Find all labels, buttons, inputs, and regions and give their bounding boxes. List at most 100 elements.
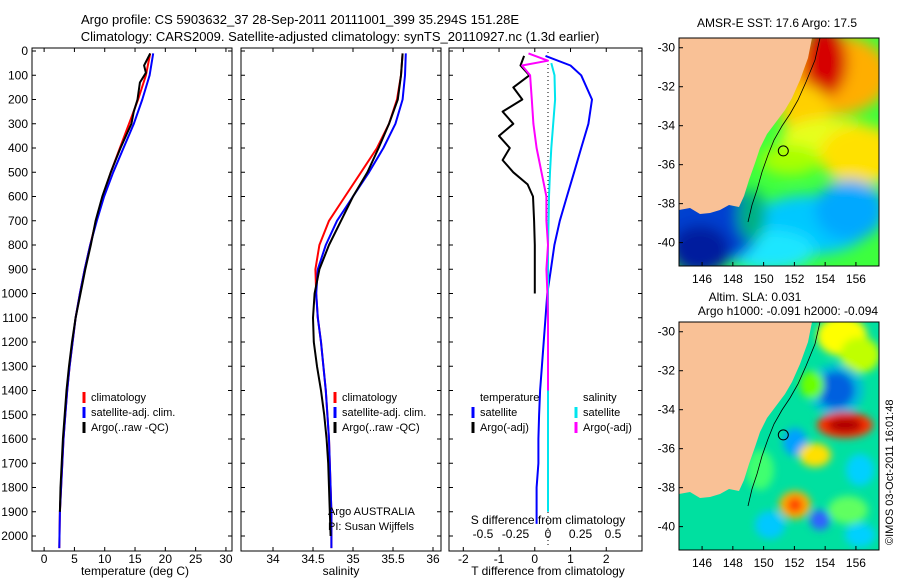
lon-tick-label: 150 (754, 272, 774, 286)
s-tick-label: -0.5 (473, 527, 494, 541)
depth-tick-label: 1900 (1, 505, 28, 519)
lon-tick-label: 148 (723, 272, 743, 286)
depth-tick-label: 1600 (1, 432, 28, 446)
series-line-1 (535, 54, 593, 524)
legend-label: Argo(..raw -QC) (91, 422, 169, 434)
header-line-1: Argo profile: CS 5903632_37 28-Sep-2011 … (81, 12, 519, 27)
difference-profiles (498, 52, 593, 524)
t-difference-axis-ticks: -2 -1 0 1 2 (458, 48, 610, 566)
lon-tick-label: 154 (815, 272, 835, 286)
lon-tick-label: 152 (784, 556, 804, 570)
lat-tick-label: -34 (658, 119, 676, 133)
lon-tick-label: 146 (692, 556, 712, 570)
legend-label: climatology (91, 392, 147, 404)
pi-label: PI: Susan Wijffels (328, 521, 414, 533)
sla-map-subtitle: Argo h1000: -0.091 h2000: -0.094 (698, 304, 878, 318)
sst-land (679, 38, 812, 214)
difference-panel: -2 -1 0 1 2 -0.5 -0.25 0 0.25 0.5 temperaturesat… (448, 47, 643, 578)
legend-label: satellite-adj. clim. (91, 407, 175, 419)
x-tick-label: 30 (219, 552, 233, 566)
depth-tick-label: 700 (8, 214, 28, 228)
s-tick-label: 0 (545, 527, 552, 541)
lat-tick-label: -40 (658, 236, 676, 250)
legend-label: satellite (480, 407, 517, 419)
depth-tick-label: 1700 (1, 456, 28, 470)
s-tick-label: 0.25 (569, 527, 593, 541)
salinity-profiles (312, 53, 407, 549)
sla-map-title: Altim. SLA: 0.031 (709, 290, 802, 304)
x-tick-label: 35.5 (381, 552, 405, 566)
x-tick-label: 5 (71, 552, 78, 566)
lat-tick-label: -40 (658, 520, 676, 534)
argo-australia-label: Argo AUSTRALIA (328, 506, 415, 518)
lat-tick-label: -36 (658, 442, 676, 456)
depth-tick-label: 500 (8, 165, 28, 179)
sst-map-frame (678, 37, 880, 267)
header-line-2: Climatology: CARS2009. Satellite-adjuste… (81, 29, 600, 44)
temperature-xlabel: temperature (deg C) (81, 564, 189, 578)
sla-map: Altim. SLA: 0.031 Argo h1000: -0.091 h20… (658, 290, 880, 570)
salinity-plot-frame (240, 47, 442, 552)
lon-tick-label: 150 (754, 556, 774, 570)
x-tick-label: 15 (128, 552, 142, 566)
temperature-axis-ticks: 0 5 10 15 20 25 30 (41, 48, 233, 566)
lat-tick-label: -34 (658, 403, 676, 417)
temperature-legend: climatology satellite-adj. clim. Argo(..ra… (82, 392, 175, 434)
temperature-profiles (58, 52, 155, 549)
s-tick-label: -0.25 (502, 527, 530, 541)
x-tick-label: 0 (41, 552, 48, 566)
legend-label: temperature (480, 392, 539, 404)
sst-map: AMSR-E SST: 17.6 Argo: 17.5 146 14 (658, 16, 880, 286)
lon-tick-label: 156 (846, 272, 866, 286)
x-tick-label: 25 (189, 552, 203, 566)
depth-tick-label: 600 (8, 190, 28, 204)
depth-axis-ticks: 0 100 200 300 400 500 600 700 800 900 1000 1100 1200… (1, 44, 232, 543)
lon-tick-label: 148 (723, 556, 743, 570)
lat-tick-label: -32 (658, 80, 676, 94)
sst-map-title: AMSR-E SST: 17.6 Argo: 17.5 (697, 16, 857, 30)
temperature-panel: 0100200300400500600700800900100011001200… (1, 44, 233, 578)
lon-tick-label: 146 (692, 272, 712, 286)
s-difference-axis-ticks: -0.5 -0.25 0 0.25 0.5 (473, 527, 622, 541)
depth-tick-label: 900 (8, 262, 28, 276)
sla-map-frame (678, 321, 880, 551)
salinity-panel: 34 34.5 35 35.5 36 climatology satellite-adj.… (240, 47, 442, 578)
depth-tick-label: 1400 (1, 384, 28, 398)
series-line-2 (498, 55, 536, 294)
imos-timestamp: ©IMOS 03-Oct-2011 16:01:48 (884, 400, 896, 545)
lon-tick-label: 154 (815, 556, 835, 570)
salinity-legend: climatology satellite-adj. clim. Argo(..ra… (333, 392, 426, 434)
sla-field (679, 322, 879, 550)
depth-tick-label: 0 (21, 44, 28, 58)
series-line-3 (58, 52, 152, 512)
x-tick-label: 0 (531, 552, 538, 566)
x-tick-label: -1 (494, 552, 505, 566)
x-tick-label: 20 (159, 552, 173, 566)
difference-plot-frame (448, 47, 643, 552)
x-tick-label: 35 (346, 552, 360, 566)
legend-label: Argo(..raw -QC) (342, 422, 420, 434)
depth-tick-label: 1100 (2, 311, 28, 325)
x-tick-label: 34.5 (301, 552, 325, 566)
x-tick-label: 10 (98, 552, 112, 566)
legend-label: satellite (583, 407, 620, 419)
legend-label: Argo(-adj) (480, 422, 529, 434)
depth-tick-label: 1800 (1, 481, 28, 495)
depth-tick-label: 1200 (1, 335, 28, 349)
depth-tick-label: 300 (8, 117, 28, 131)
x-tick-label: 36 (426, 552, 440, 566)
sst-shelf-contour (747, 38, 821, 223)
salinity-axis-ticks: 34 34.5 35 35.5 36 (266, 48, 440, 566)
t-difference-label: T difference from climatology (471, 564, 625, 578)
sst-float-marker (777, 145, 789, 157)
depth-tick-label: 1500 (1, 408, 28, 422)
lon-tick-label: 156 (846, 556, 866, 570)
series-line-3 (547, 62, 557, 512)
sst-map-ticks: 146 148 150 152 154 156 -30 -32 -34 -36 -38 -40 (658, 41, 867, 286)
depth-tick-label: 400 (8, 141, 28, 155)
sla-map-ticks: 146 148 150 152 154 156 -30 -32 -34 -36 -38 -40 (658, 325, 867, 570)
x-tick-label: 2 (603, 552, 610, 566)
sla-float-marker (777, 429, 789, 441)
x-tick-label: 34 (266, 552, 280, 566)
